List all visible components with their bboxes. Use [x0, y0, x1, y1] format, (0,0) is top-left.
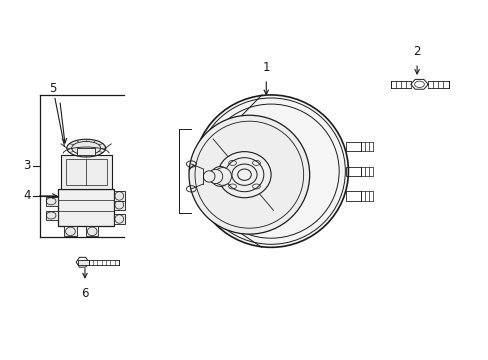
Text: 3: 3 — [23, 159, 31, 172]
Bar — [61, 155, 111, 189]
Text: 1: 1 — [262, 61, 269, 74]
Text: 6: 6 — [81, 287, 88, 300]
Text: 5: 5 — [49, 82, 56, 95]
Ellipse shape — [189, 115, 309, 234]
Ellipse shape — [193, 95, 348, 247]
Bar — [77, 148, 95, 155]
Text: 2: 2 — [412, 45, 420, 58]
Ellipse shape — [203, 171, 215, 182]
Bar — [114, 199, 124, 210]
Bar — [65, 159, 106, 185]
Bar — [78, 260, 89, 265]
Bar — [64, 226, 77, 236]
Text: 4: 4 — [23, 189, 31, 202]
Bar — [86, 226, 98, 236]
Bar — [114, 214, 124, 224]
Bar — [46, 211, 58, 220]
Bar — [346, 192, 361, 201]
Bar — [114, 191, 124, 201]
Ellipse shape — [210, 167, 229, 186]
Bar — [58, 189, 114, 226]
Ellipse shape — [218, 152, 270, 198]
Bar — [346, 167, 361, 176]
Ellipse shape — [214, 168, 231, 185]
Bar — [46, 197, 58, 206]
Bar — [346, 142, 361, 151]
Ellipse shape — [208, 169, 223, 184]
Ellipse shape — [67, 139, 105, 157]
